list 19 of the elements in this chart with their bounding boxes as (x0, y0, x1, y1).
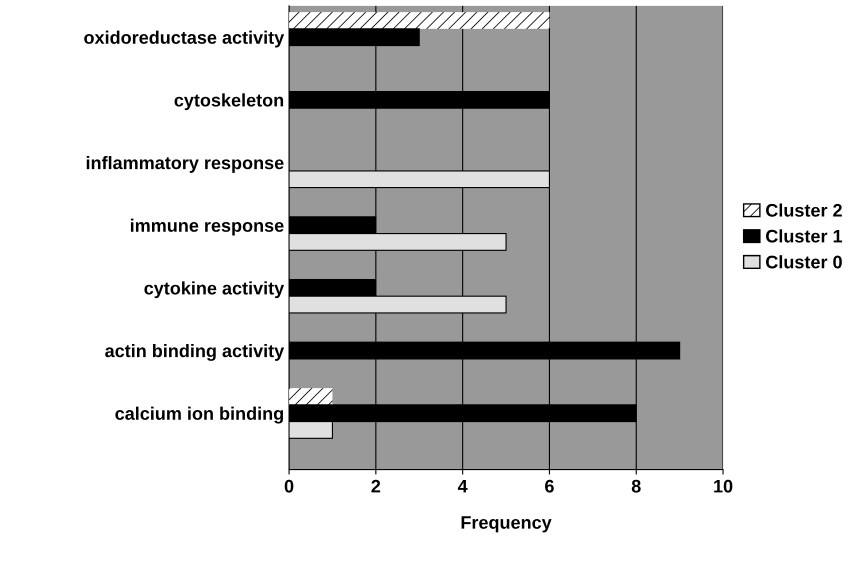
x-tick-label: 10 (714, 480, 732, 493)
legend-label: Cluster 0 (766, 255, 842, 268)
x-axis-title: Frequency (462, 516, 552, 532)
bar (289, 388, 332, 405)
y-tick-label: actin binding activity (105, 344, 284, 361)
legend-label: Cluster 2 (766, 203, 842, 217)
y-tick-label: oxidoreductase activity (84, 30, 284, 48)
y-tick-label: inflammatory response (86, 156, 284, 173)
x-tick-label: 4 (458, 480, 468, 492)
x-tick-label: 8 (632, 480, 641, 493)
y-tick-label: immune response (130, 218, 284, 236)
y-tick-label: calcium ion binding (115, 406, 283, 424)
x-tick-label: 0 (284, 480, 294, 493)
x-tick-label: 6 (545, 480, 554, 493)
y-tick-label: cytoskeleton (174, 93, 284, 110)
x-tick-label: 2 (371, 480, 380, 492)
y-tick-label: cytokine activity (144, 281, 284, 298)
legend-label: Cluster 1 (766, 229, 842, 243)
bar (289, 12, 550, 29)
